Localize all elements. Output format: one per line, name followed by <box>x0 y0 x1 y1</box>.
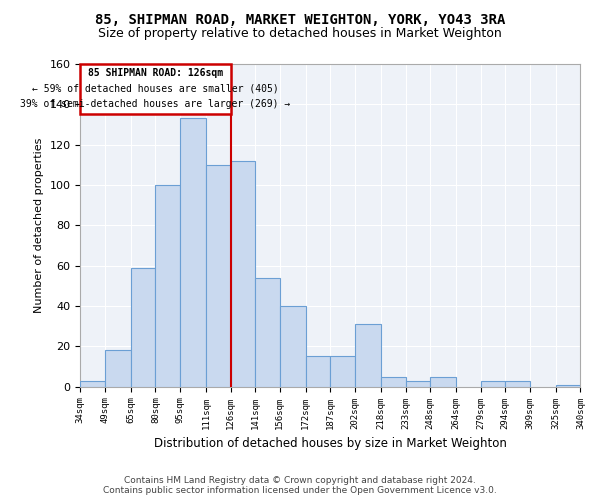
Bar <box>80 64 230 114</box>
Y-axis label: Number of detached properties: Number of detached properties <box>34 138 44 313</box>
Bar <box>155 185 180 386</box>
Bar <box>355 324 381 386</box>
Bar <box>381 376 406 386</box>
Text: Contains HM Land Registry data © Crown copyright and database right 2024.
Contai: Contains HM Land Registry data © Crown c… <box>103 476 497 495</box>
Bar <box>331 356 355 386</box>
Bar <box>230 161 255 386</box>
Text: Size of property relative to detached houses in Market Weighton: Size of property relative to detached ho… <box>98 28 502 40</box>
Bar <box>206 165 230 386</box>
Bar <box>406 380 430 386</box>
Bar <box>556 384 580 386</box>
Text: 85, SHIPMAN ROAD, MARKET WEIGHTON, YORK, YO43 3RA: 85, SHIPMAN ROAD, MARKET WEIGHTON, YORK,… <box>95 12 505 26</box>
Bar <box>180 118 206 386</box>
Bar <box>105 350 131 386</box>
Bar <box>280 306 306 386</box>
Bar <box>505 380 530 386</box>
Bar <box>255 278 280 386</box>
Bar <box>131 268 155 386</box>
Bar <box>306 356 331 386</box>
Bar <box>481 380 505 386</box>
Text: 39% of semi-detached houses are larger (269) →: 39% of semi-detached houses are larger (… <box>20 99 290 109</box>
Bar <box>80 380 105 386</box>
X-axis label: Distribution of detached houses by size in Market Weighton: Distribution of detached houses by size … <box>154 437 507 450</box>
Bar <box>430 376 456 386</box>
Text: 85 SHIPMAN ROAD: 126sqm: 85 SHIPMAN ROAD: 126sqm <box>88 68 223 78</box>
Text: ← 59% of detached houses are smaller (405): ← 59% of detached houses are smaller (40… <box>32 84 279 94</box>
